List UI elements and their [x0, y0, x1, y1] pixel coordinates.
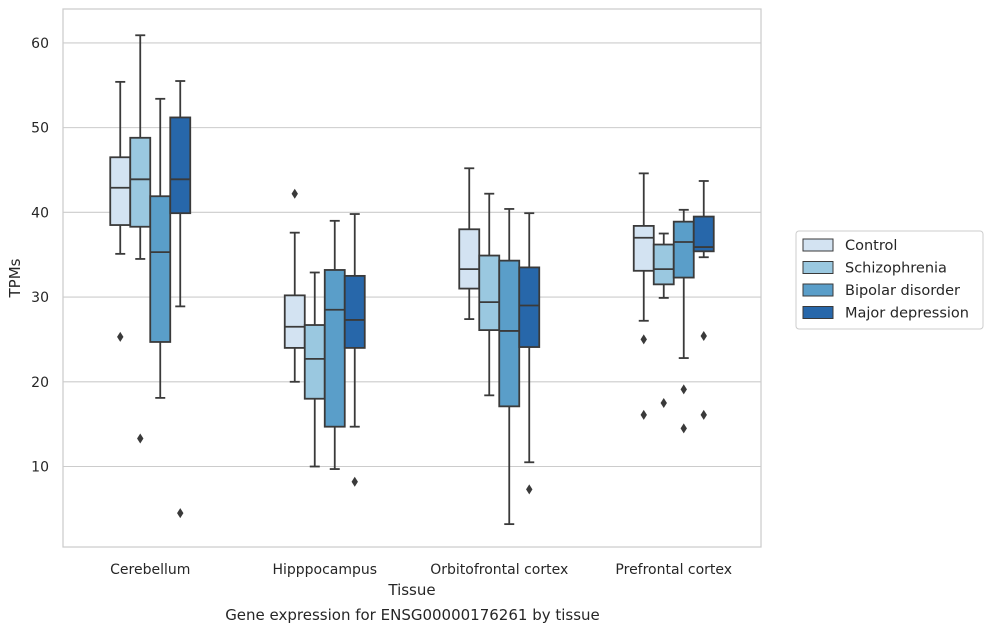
x-tick-label: Cerebellum — [110, 562, 190, 578]
legend-swatch — [802, 283, 834, 297]
plot-area-frame — [62, 8, 762, 548]
outlier-point — [640, 409, 647, 420]
box-iqr — [478, 254, 501, 332]
y-axis-label: TPMs — [6, 258, 24, 298]
box-iqr — [632, 224, 655, 272]
box-control — [109, 80, 132, 342]
legend-label: Bipolar disorder — [845, 283, 960, 299]
x-tick-label: Orbitofrontal cortex — [430, 562, 568, 578]
legend-label: Schizophrenia — [845, 261, 947, 277]
box-major-depression — [692, 180, 715, 420]
box-major-depression — [343, 213, 366, 487]
box-bipolar-disorder — [498, 208, 521, 526]
outlier-point — [137, 433, 144, 444]
y-tick-label: 30 — [31, 290, 49, 306]
legend-label: Control — [845, 238, 897, 254]
box-iqr — [283, 294, 306, 349]
legend-label: Major depression — [845, 306, 969, 322]
x-axis-ticks: Cerebellum Hipppocampus Orbitofrontal cort… — [110, 562, 732, 578]
box-schizophrenia — [129, 34, 152, 444]
y-tick-label: 60 — [31, 36, 49, 52]
box-iqr — [652, 243, 675, 286]
y-tick-label: 40 — [31, 205, 49, 221]
outlier-point — [700, 331, 707, 342]
box-schizophrenia — [303, 271, 326, 468]
legend-frame — [795, 230, 984, 330]
outlier-point — [660, 397, 667, 408]
box-iqr — [343, 274, 366, 349]
box-iqr — [692, 215, 715, 253]
box-schizophrenia — [478, 192, 501, 397]
box-control — [283, 188, 306, 383]
legend-swatch — [802, 306, 834, 319]
outlier-point — [680, 384, 687, 395]
x-tick-label: Prefrontal cortex — [615, 562, 732, 578]
box-iqr — [149, 195, 172, 343]
y-axis-ticks: 10 20 30 40 50 60 — [31, 36, 49, 476]
legend: Control Schizophrenia Bipolar disorder Majo… — [795, 230, 984, 330]
figure-caption: Gene expression for ENSG00000176261 by t… — [225, 606, 600, 624]
box-iqr — [518, 266, 541, 348]
legend-swatch — [802, 238, 834, 252]
y-tick-label: 10 — [31, 460, 49, 476]
box-control — [458, 167, 481, 320]
outlier-point — [117, 331, 124, 342]
outlier-point — [291, 188, 298, 199]
outlier-point — [177, 508, 184, 519]
outlier-point — [680, 423, 687, 434]
box-iqr — [129, 136, 152, 228]
box-iqr — [303, 324, 326, 400]
outlier-point — [640, 334, 647, 345]
outlier-point — [700, 409, 707, 420]
box-major-depression — [169, 80, 192, 519]
box-iqr — [498, 259, 521, 408]
box-bipolar-disorder — [149, 97, 172, 399]
y-tick-label: 20 — [31, 375, 49, 391]
box-major-depression — [518, 212, 541, 495]
box-iqr — [458, 228, 481, 290]
x-axis-label: Tissue — [387, 581, 435, 599]
boxes — [109, 34, 715, 526]
outlier-point — [526, 484, 533, 495]
box-bipolar-disorder — [323, 219, 346, 470]
x-tick-label: Hipppocampus — [272, 562, 377, 578]
box-bipolar-disorder — [672, 208, 695, 434]
box-control — [632, 172, 655, 420]
box-iqr — [323, 269, 346, 428]
box-iqr — [672, 220, 695, 279]
box-iqr — [169, 116, 192, 215]
y-tick-label: 50 — [31, 121, 49, 137]
legend-swatch — [802, 261, 834, 274]
box-iqr — [109, 156, 132, 226]
outlier-point — [351, 476, 358, 487]
